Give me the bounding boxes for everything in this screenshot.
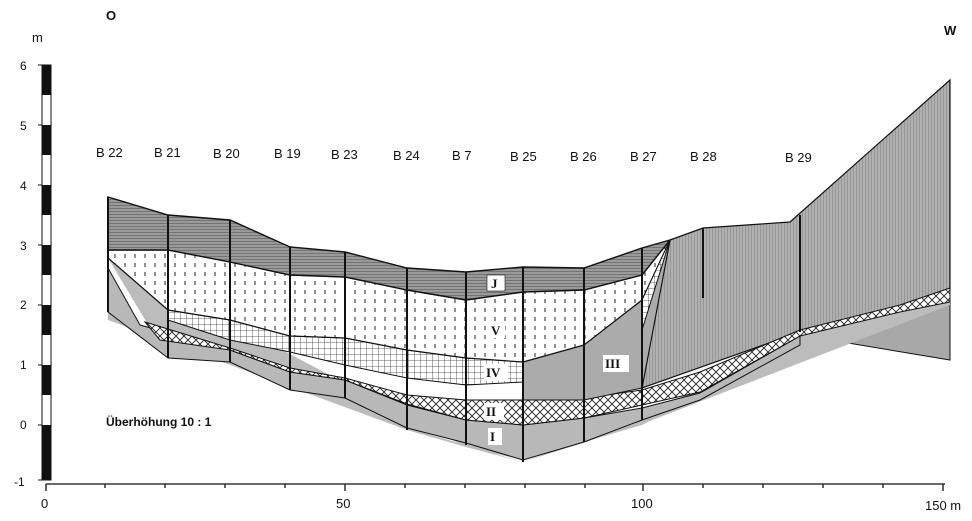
borehole-label: B 7 [452, 148, 472, 163]
y-tick-label: 0 [20, 418, 27, 432]
layer-label-ii: II [486, 404, 496, 419]
borehole-label: B 28 [690, 149, 717, 164]
x-tick-label: 0 [41, 496, 48, 511]
borehole-label: B 29 [785, 150, 812, 165]
y-tick-label: 3 [20, 239, 27, 253]
y-tick-label: 2 [20, 298, 27, 312]
x-tick-label: 50 [336, 496, 350, 511]
layer-label-iv: IV [486, 365, 501, 380]
borehole-label: B 20 [213, 146, 240, 161]
direction-right: W [944, 23, 957, 38]
y-tick-label: 1 [20, 358, 27, 372]
x-axis [45, 483, 945, 491]
borehole-label: B 22 [96, 145, 123, 160]
layer-labels: J V IV III II I [484, 274, 629, 445]
y-tick-labels: 6 5 4 3 2 1 0 -1 [14, 59, 27, 489]
borehole-label: B 25 [510, 149, 537, 164]
y-axis [38, 64, 52, 481]
exaggeration-note: Überhöhung 10 : 1 [106, 414, 212, 429]
layer-label-v: V [491, 323, 501, 338]
x-tick-labels: 0 50 100 150 m [41, 496, 961, 513]
y-tick-label: 6 [20, 59, 27, 73]
y-tick-label: -1 [14, 475, 25, 489]
layer-ii [143, 287, 951, 426]
x-tick-label: 100 [631, 496, 653, 511]
borehole-label: B 19 [274, 146, 301, 161]
layer-label-iii: III [605, 356, 620, 371]
borehole-label: B 26 [570, 149, 597, 164]
borehole-label: B 23 [331, 147, 358, 162]
layer-j [107, 196, 672, 301]
y-tick-label: 5 [20, 119, 27, 133]
borehole-label: B 27 [630, 149, 657, 164]
layer-label-j: J [491, 276, 498, 291]
borehole-labels: B 22 B 21 B 20 B 19 B 23 B 24 B 7 B 25 B… [96, 145, 812, 165]
borehole-label: B 24 [393, 148, 420, 163]
layer-i-body [108, 258, 950, 462]
layer-label-i: I [490, 429, 495, 444]
y-tick-label: 4 [20, 179, 27, 193]
y-axis-unit: m [32, 30, 43, 45]
borehole-lines [107, 197, 801, 462]
direction-left: O [106, 8, 116, 23]
x-end-label: 150 m [925, 498, 961, 513]
borehole-label: B 21 [154, 145, 181, 160]
